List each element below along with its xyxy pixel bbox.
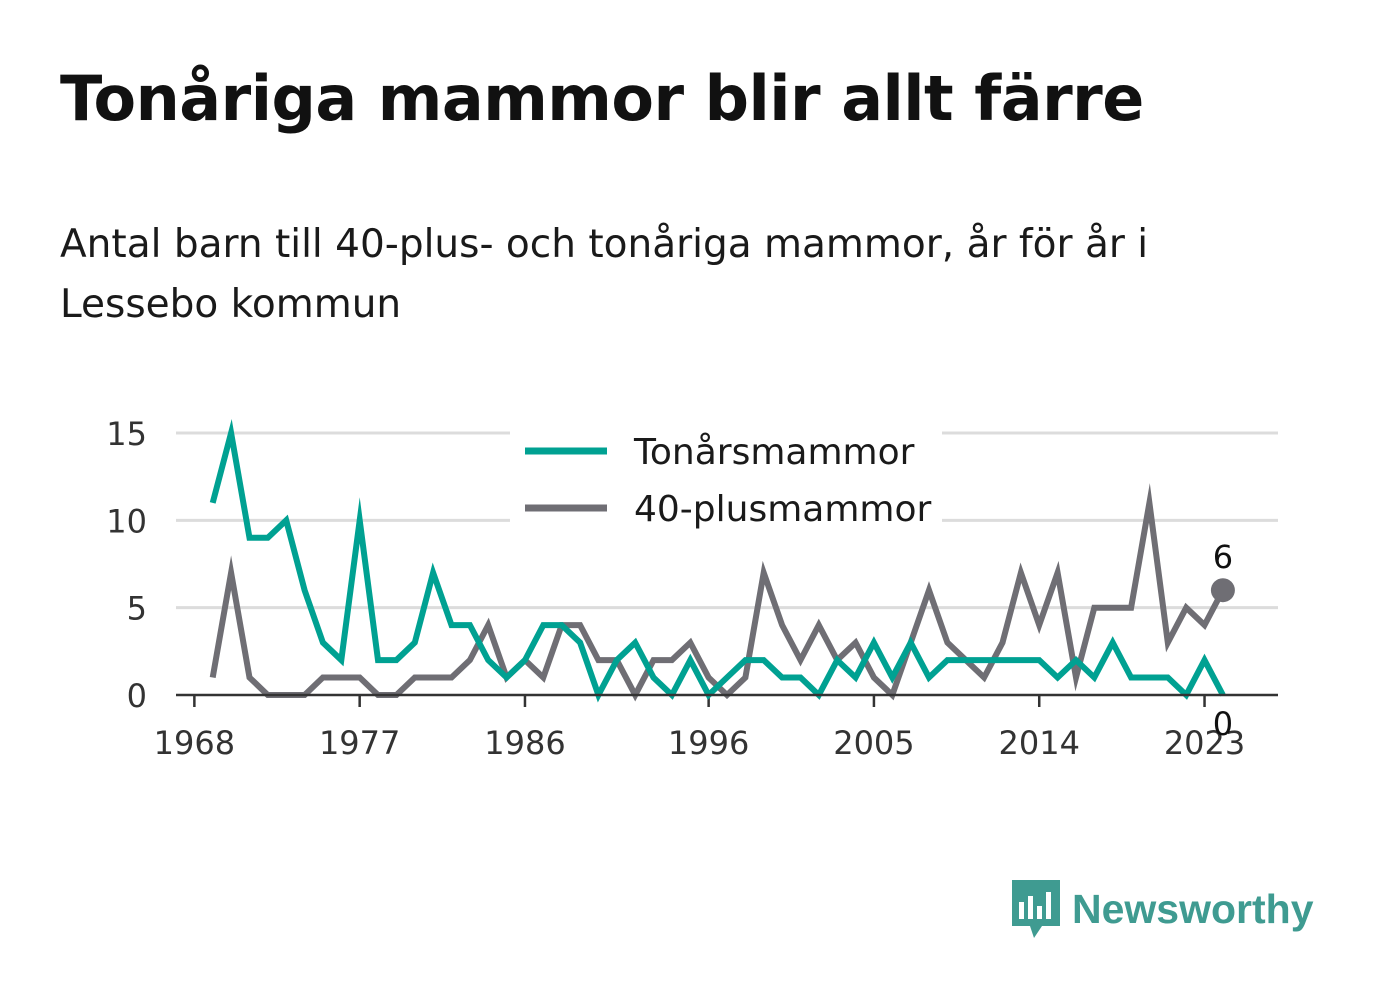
y-tick-label: 15	[106, 415, 147, 453]
legend-label: 40-plusmammor	[634, 489, 932, 530]
x-tick-label: 2005	[833, 724, 914, 762]
end-value-label: 0	[1213, 705, 1233, 743]
chart-subtitle: Antal barn till 40-plus- och tonåriga ma…	[60, 222, 1149, 327]
y-tick-label: 0	[127, 677, 147, 715]
x-tick-label: 1977	[319, 724, 400, 762]
x-tick-label: 1996	[668, 724, 749, 762]
x-tick-label: 1968	[154, 724, 235, 762]
end-point-marker	[1210, 578, 1235, 603]
newsworthy-logo-icon	[1012, 880, 1060, 938]
x-tick-label: 2023	[1164, 724, 1245, 762]
y-tick-label: 5	[127, 590, 147, 628]
x-tick-label: 2014	[999, 724, 1080, 762]
end-value-label: 6	[1213, 538, 1233, 576]
legend-label: Tonårsmammor	[633, 432, 915, 473]
legend-background	[510, 426, 942, 546]
brand-name: Newsworthy	[1072, 885, 1314, 932]
brand-logo: Newsworthy	[1010, 878, 1314, 940]
x-tick-label: 1986	[484, 724, 565, 762]
chart-title: Tonåriga mammor blir allt färre	[60, 62, 1144, 135]
series-line-ton-rsmammor	[209, 418, 1226, 703]
y-tick-label: 10	[106, 502, 147, 540]
